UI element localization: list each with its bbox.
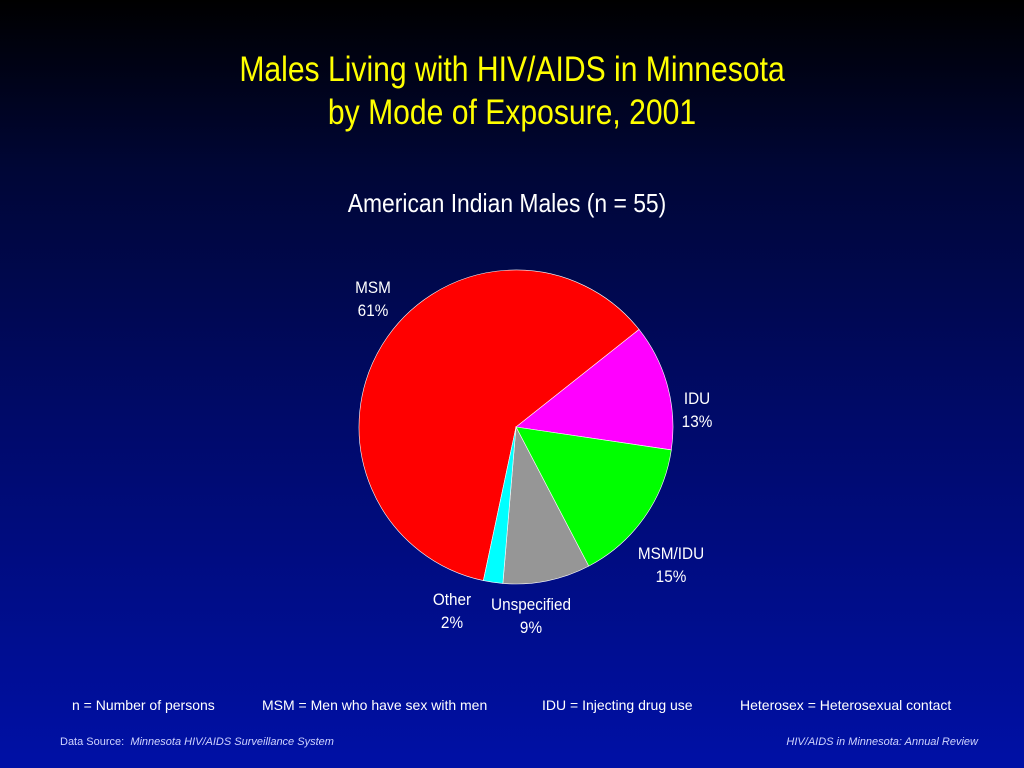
data-source-prefix: Data Source: [60, 736, 125, 748]
slide-title-line-2: by Mode of Exposure, 2001 [327, 93, 697, 132]
slice-label-other-value: 2% [440, 613, 464, 632]
slice-label-idu: IDU 13% [673, 387, 722, 433]
slice-label-msm-idu-name: MSM/IDU [637, 544, 705, 563]
slice-label-other: Other 2% [427, 588, 477, 634]
pie-slice-msm-idu [515, 426, 672, 567]
data-source: Data Source: Minnesota HIV/AIDS Surveill… [60, 736, 334, 748]
chart-title: American Indian Males (n = 55) [347, 188, 667, 218]
pie-slice-msm [358, 269, 640, 581]
slice-label-unspecified-name: Unspecified [491, 595, 571, 614]
pie-slice-idu [515, 329, 674, 451]
footnote-msm: MSM = Men who have sex with men [262, 697, 488, 713]
slice-label-msm-idu: MSM/IDU 15% [631, 542, 712, 588]
footnote-heterosex: Heterosex = Heterosexual contact [740, 697, 952, 713]
slice-label-unspecified: Unspecified 9% [483, 593, 578, 639]
slice-label-msm-value: 61% [357, 301, 389, 320]
annual-review-credit: HIV/AIDS in Minnesota: Annual Review [786, 736, 978, 748]
slice-label-msm: MSM 61% [348, 276, 398, 322]
pie-slice-other [483, 426, 517, 584]
slice-label-idu-value: 13% [681, 412, 713, 431]
pie-slice-unspecified [502, 425, 590, 585]
footnote-idu: IDU = Injecting drug use [542, 697, 693, 713]
data-source-name: Minnesota HIV/AIDS Surveillance System [130, 736, 334, 748]
slice-label-idu-name: IDU [683, 389, 711, 408]
footnote-n: n = Number of persons [72, 697, 215, 713]
slice-label-msm-name: MSM [355, 278, 391, 297]
slice-label-msm-idu-value: 15% [655, 567, 687, 586]
slice-label-unspecified-value: 9% [519, 618, 543, 637]
slice-label-other-name: Other [432, 590, 472, 609]
slide-title-line-1: Males Living with HIV/AIDS in Minnesota [239, 50, 785, 89]
footnote-row: n = Number of persons MSM = Men who have… [0, 697, 1024, 717]
